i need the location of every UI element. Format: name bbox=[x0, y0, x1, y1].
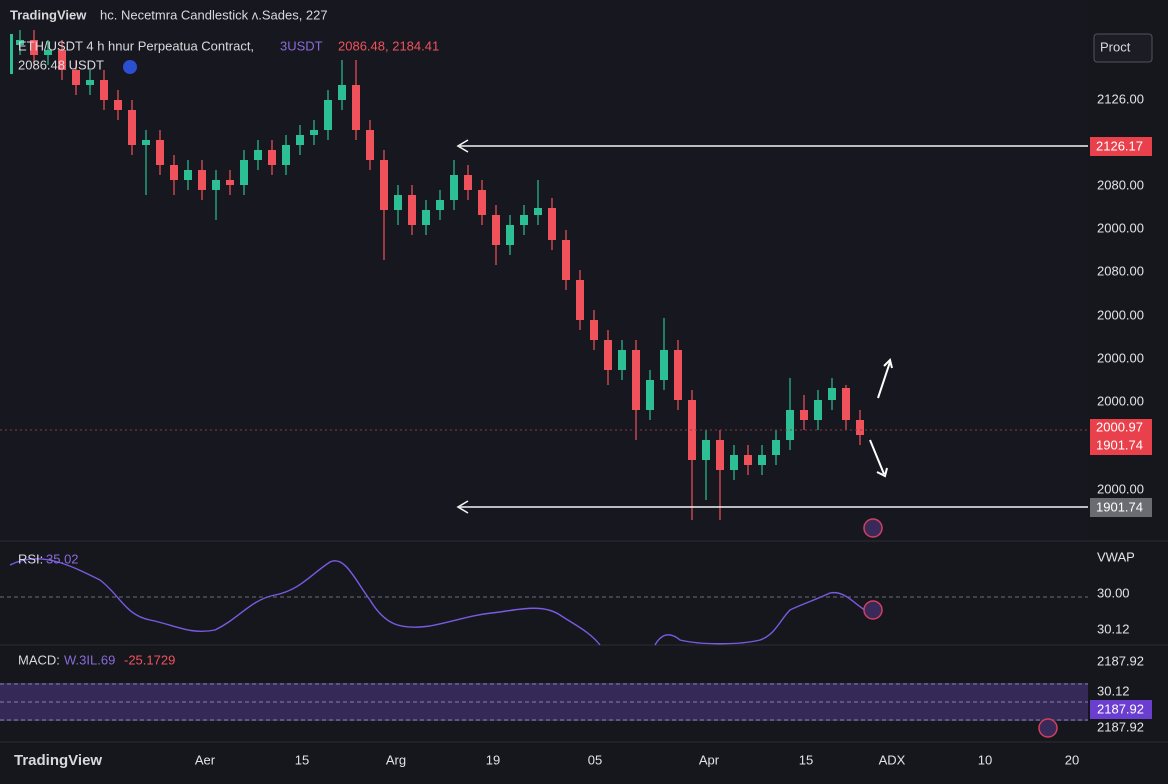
time-label: 19 bbox=[486, 752, 500, 767]
macd-tag bbox=[1090, 700, 1152, 719]
rsi-axis-label: VWAP bbox=[1097, 549, 1135, 564]
rsi-value: 35.02 bbox=[46, 551, 79, 566]
price-label: 2000.00 bbox=[1097, 481, 1144, 496]
symbol-unit: 3USDT bbox=[280, 38, 323, 53]
symbol-values: 2086.48, 2184.41 bbox=[338, 38, 439, 53]
macd-axis-label: 30.12 bbox=[1097, 683, 1130, 698]
event-icon[interactable] bbox=[863, 600, 883, 620]
price-tag-label: 1901.74 bbox=[1096, 437, 1143, 452]
symbol-price: 2086.48 USDT bbox=[18, 57, 104, 72]
price-tag bbox=[1090, 137, 1152, 156]
macd-value: -25.1729 bbox=[124, 652, 175, 667]
arrow-head bbox=[456, 139, 469, 153]
macd-label: MACD: bbox=[18, 652, 60, 667]
button[interactable] bbox=[1093, 33, 1153, 63]
rsi-axis-label: 30.12 bbox=[1097, 621, 1130, 636]
price-tag bbox=[1090, 419, 1152, 455]
event-icon[interactable] bbox=[1038, 718, 1058, 738]
time-label: 15 bbox=[799, 752, 813, 767]
time-label: 20 bbox=[1065, 752, 1079, 767]
price-label: 2080.00 bbox=[1097, 263, 1144, 278]
main-pane bbox=[0, 0, 1088, 540]
time-label: Apr bbox=[699, 752, 720, 767]
price-tag bbox=[1090, 498, 1152, 517]
rsi-axis-label: 30.00 bbox=[1097, 585, 1130, 600]
time-label: 10 bbox=[978, 752, 992, 767]
price-label: 2126.00 bbox=[1097, 91, 1144, 106]
brand: TradingView bbox=[10, 7, 87, 22]
rsi-label: RSI: bbox=[18, 551, 43, 566]
time-label: 15 bbox=[295, 752, 309, 767]
time-label: Aer bbox=[195, 752, 216, 767]
price-label: 2000.00 bbox=[1097, 307, 1144, 322]
price-tag-label: 2126.17 bbox=[1096, 138, 1143, 153]
verified-icon bbox=[123, 60, 137, 74]
time-label: Arg bbox=[386, 752, 406, 767]
event-icon[interactable] bbox=[863, 518, 883, 538]
time-label: 05 bbox=[588, 752, 602, 767]
price-tag-label: 1901.74 bbox=[1096, 499, 1143, 514]
price-label: 2000.00 bbox=[1097, 220, 1144, 235]
symbol-name: ETH/USDT 4 h hnur Perpeatua Contract, bbox=[18, 38, 254, 53]
up-arrow bbox=[877, 358, 893, 399]
button-label[interactable]: Proct bbox=[1100, 39, 1131, 54]
price-label: 2000.00 bbox=[1097, 393, 1144, 408]
rsi-line bbox=[9, 558, 869, 646]
down-arrow bbox=[869, 439, 888, 478]
time-label: ADX bbox=[879, 752, 906, 767]
symbol-marker bbox=[10, 34, 13, 74]
footer-logo: TradingView bbox=[14, 752, 102, 769]
title: hc. Necetmra Candlestick ʌ.Sades, 227 bbox=[100, 7, 328, 22]
macd-axis-label: 2187.92 bbox=[1097, 701, 1144, 716]
macd-value: W.3IL.69 bbox=[64, 652, 115, 667]
arrow-head bbox=[456, 500, 469, 514]
price-tag-label: 2000.97 bbox=[1096, 419, 1143, 434]
price-label: 2080.00 bbox=[1097, 177, 1144, 192]
macd-axis-label: 2187.92 bbox=[1097, 719, 1144, 734]
macd-axis-label: 2187.92 bbox=[1097, 653, 1144, 668]
price-label: 2000.00 bbox=[1097, 350, 1144, 365]
